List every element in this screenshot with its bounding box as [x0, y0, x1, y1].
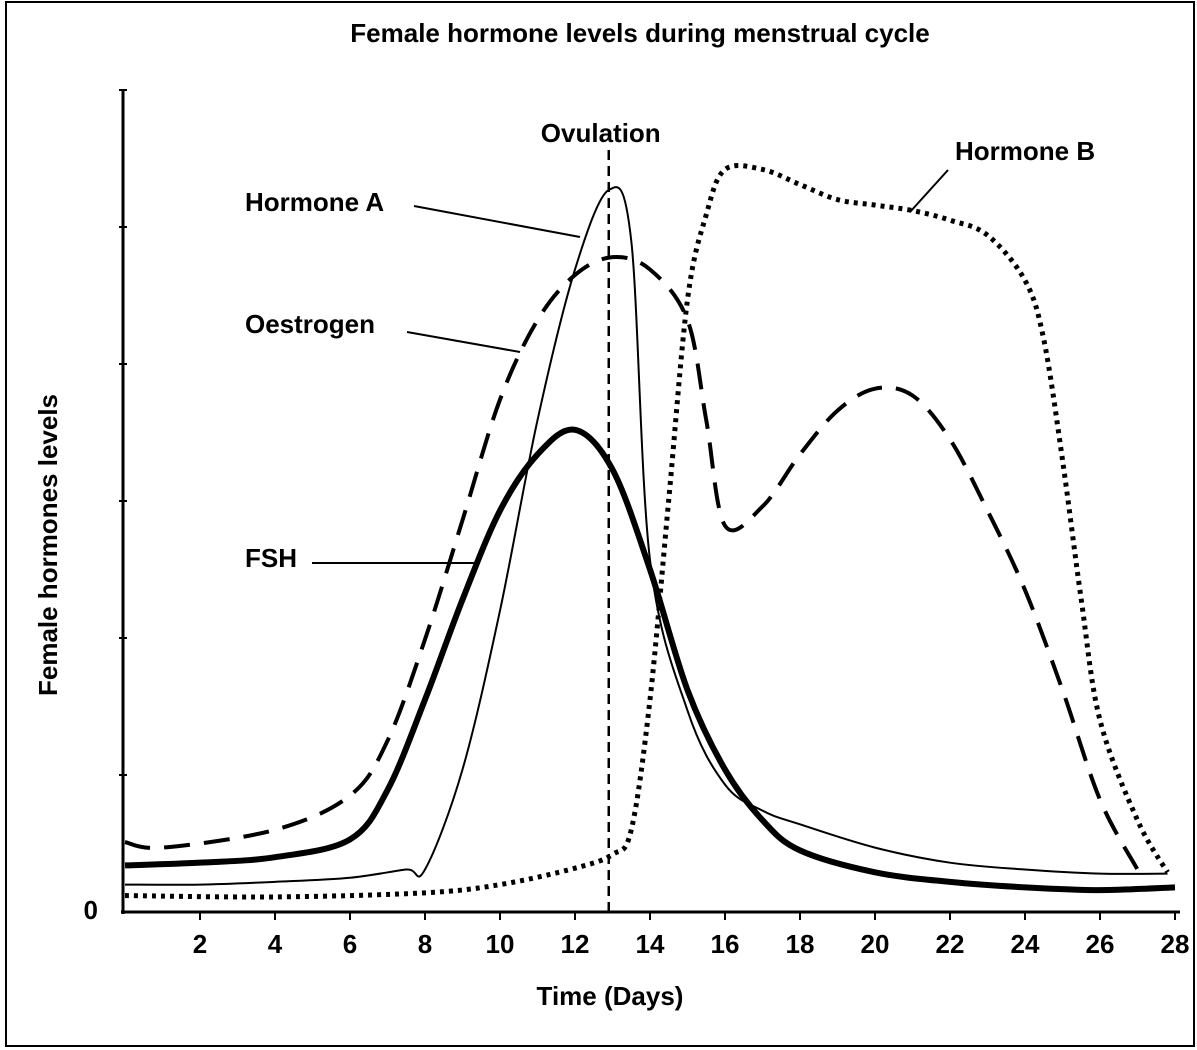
x-tick-label: 20	[861, 929, 890, 959]
leader-line	[909, 169, 949, 213]
x-tick-label: 14	[636, 929, 665, 959]
chart-title: Female hormone levels during menstrual c…	[350, 18, 929, 48]
x-tick-label: 24	[1011, 929, 1040, 959]
x-axis-label: Time (Days)	[537, 981, 684, 1011]
x-tick-label: 10	[486, 929, 515, 959]
line-series	[124, 426, 1176, 894]
x-tick-label: 22	[936, 929, 965, 959]
x-tick-label: 6	[343, 929, 357, 959]
y-tick-label: 0	[84, 895, 98, 925]
series-label: FSH	[245, 543, 297, 573]
frame	[5, 1, 1195, 1047]
x-tick-label: 4	[268, 929, 283, 959]
line-series	[124, 254, 1140, 871]
leader-line	[406, 331, 521, 353]
y-axis-label: Female hormones levels	[33, 394, 63, 696]
x-tick-label: 2	[193, 929, 207, 959]
x-tick-label: 8	[418, 929, 432, 959]
series-label: Hormone B	[955, 136, 1095, 166]
x-tick-label: 12	[561, 929, 590, 959]
x-tick-label: 26	[1086, 929, 1115, 959]
leader-line	[413, 205, 581, 238]
x-tick-label: 28	[1161, 929, 1190, 959]
x-tick-label: 18	[786, 929, 815, 959]
x-tick-label: 16	[711, 929, 740, 959]
line-series	[124, 162, 1170, 900]
series-label: Oestrogen	[245, 309, 375, 339]
line-series	[124, 186, 1168, 886]
series-label: Hormone A	[245, 187, 384, 217]
annotation: Ovulation	[541, 118, 661, 148]
